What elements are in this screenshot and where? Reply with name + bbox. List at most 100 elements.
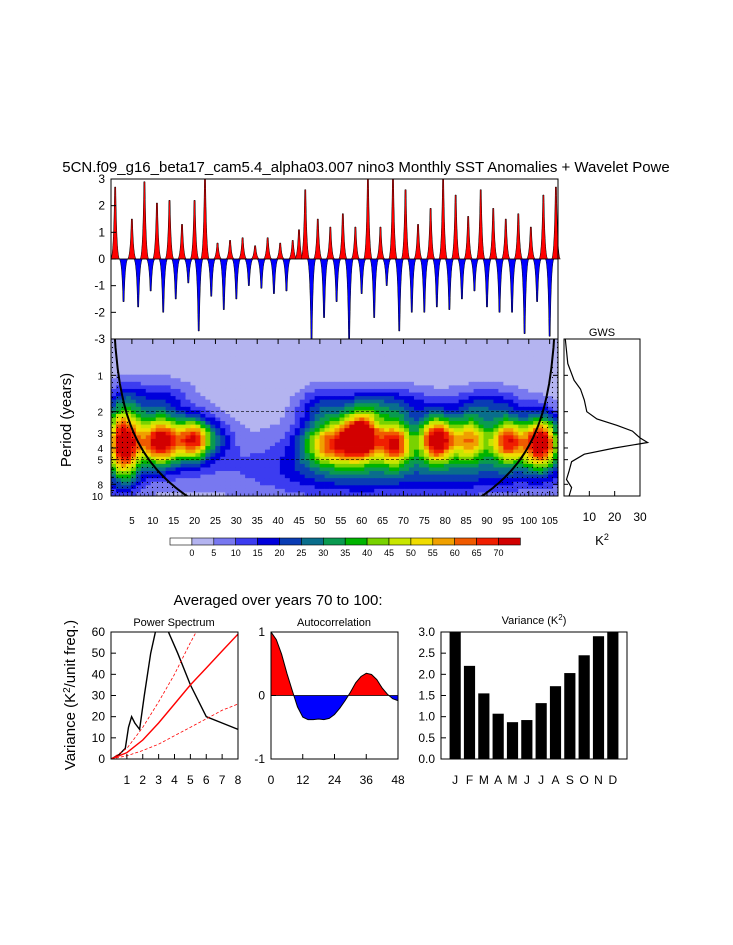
wavelet-cell xyxy=(438,342,445,347)
wavelet-cell xyxy=(115,342,122,347)
wavelet-cell xyxy=(349,367,355,372)
wavelet-cell xyxy=(453,396,460,401)
wavelet-cell xyxy=(389,449,395,454)
wavelet-cell xyxy=(379,428,385,433)
wavelet-cell xyxy=(533,349,539,354)
wavelet-cell xyxy=(329,442,335,447)
wavelet-cell xyxy=(389,363,395,368)
wavelet-cell xyxy=(498,456,504,461)
wavelet-cell xyxy=(284,428,291,433)
wavelet-cell xyxy=(478,374,484,379)
wavelet-cell xyxy=(145,399,152,404)
wavelet-cell xyxy=(354,442,360,447)
wavelet-cell xyxy=(309,349,316,354)
wavelet-cell xyxy=(409,435,415,440)
wavelet-cell xyxy=(374,346,380,351)
wavelet-cell xyxy=(309,471,316,475)
wavelet-cell xyxy=(165,360,171,365)
wavelet-cell xyxy=(309,481,316,486)
wavelet-cell xyxy=(170,406,176,411)
wavelet-cell xyxy=(533,381,539,386)
wavelet-cell xyxy=(329,446,335,451)
wavelet-cell xyxy=(438,474,445,479)
wavelet-cell xyxy=(314,481,320,486)
wavelet-cell xyxy=(364,485,370,490)
variance-bar-10 xyxy=(592,636,605,759)
wavelet-cell xyxy=(175,449,181,454)
wavelet-cell xyxy=(289,413,296,418)
wavelet-cell xyxy=(428,467,435,472)
wavelet-cell xyxy=(210,481,216,486)
wavelet-cell xyxy=(448,346,455,351)
wavelet-cell xyxy=(389,349,395,354)
wavelet-cell xyxy=(260,435,266,440)
wavelet-cell xyxy=(409,388,415,393)
wavelet-cell xyxy=(250,385,256,390)
wavelet-cell xyxy=(404,424,410,429)
wavelet-cell xyxy=(120,360,127,365)
variance-xtick-label-3: A xyxy=(494,773,502,787)
wavelet-cell xyxy=(235,474,241,479)
wavelet-cell xyxy=(389,478,395,483)
wavelet-cell xyxy=(463,385,469,390)
wavelet-cell xyxy=(448,449,455,454)
wavelet-cell xyxy=(389,342,395,347)
wavelet-cell xyxy=(409,478,415,483)
wavelet-cell xyxy=(274,356,281,361)
wavelet-cell xyxy=(225,356,231,361)
wavelet-cell xyxy=(299,371,306,376)
wavelet-cell xyxy=(279,467,286,472)
wavelet-cell xyxy=(513,431,519,436)
wavelet-cell xyxy=(354,392,360,397)
wavelet-cell xyxy=(120,385,127,390)
wavelet-cell xyxy=(170,428,176,433)
wavelet-cell xyxy=(448,363,455,368)
wavelet-cell xyxy=(508,385,514,390)
wavelet-cell xyxy=(150,349,157,354)
wavelet-cell xyxy=(170,460,176,465)
wavelet-cell xyxy=(344,424,350,429)
legend-swatch-1 xyxy=(191,537,215,546)
wavelet-cell xyxy=(518,449,524,454)
wavelet-cell xyxy=(245,446,251,451)
wavelet-cell xyxy=(389,488,395,493)
wavelet-cell xyxy=(369,399,375,404)
wavelet-cell xyxy=(423,399,430,404)
wavelet-cell xyxy=(473,413,479,418)
wavelet-cell xyxy=(255,424,261,429)
wavelet-cell xyxy=(324,385,330,390)
wavelet-cell xyxy=(473,424,479,429)
wavelet-cell xyxy=(503,360,509,365)
wavelet-cell xyxy=(175,474,181,479)
wavelet-cell xyxy=(508,456,514,461)
wavelet-cell xyxy=(493,438,499,443)
wavelet-cell xyxy=(324,428,330,433)
wavelet-cell xyxy=(523,403,529,408)
wavelet-cell xyxy=(185,374,191,379)
wavelet-cell xyxy=(274,360,281,365)
wavelet-cell xyxy=(379,346,385,351)
wavelet-marks xyxy=(111,339,558,496)
wavelet-cell xyxy=(130,417,137,422)
wavelet-cell xyxy=(413,381,420,386)
wavelet-cell xyxy=(324,481,330,486)
wavelet-cell xyxy=(190,431,196,436)
wavelet-cell xyxy=(299,399,306,404)
wavelet-cell xyxy=(394,406,400,411)
wavelet-cell xyxy=(240,374,246,379)
legend-swatch-3 xyxy=(235,537,258,546)
wavelet-cell xyxy=(478,346,484,351)
wavelet-cell xyxy=(289,339,296,343)
wavelet-cell xyxy=(175,356,181,361)
wavelet-cell xyxy=(145,367,152,372)
wavelet-cell xyxy=(260,431,266,436)
wavelet-cell xyxy=(294,353,301,358)
autocorrelation-marks xyxy=(271,632,398,721)
wavelet-cell xyxy=(384,438,390,443)
wavelet-cell xyxy=(389,417,395,422)
wavelet-cell xyxy=(230,438,236,443)
wavelet-cell xyxy=(404,492,410,496)
wavelet-cell xyxy=(200,367,206,372)
wavelet-cell xyxy=(170,435,176,440)
wavelet-cell xyxy=(399,442,405,447)
